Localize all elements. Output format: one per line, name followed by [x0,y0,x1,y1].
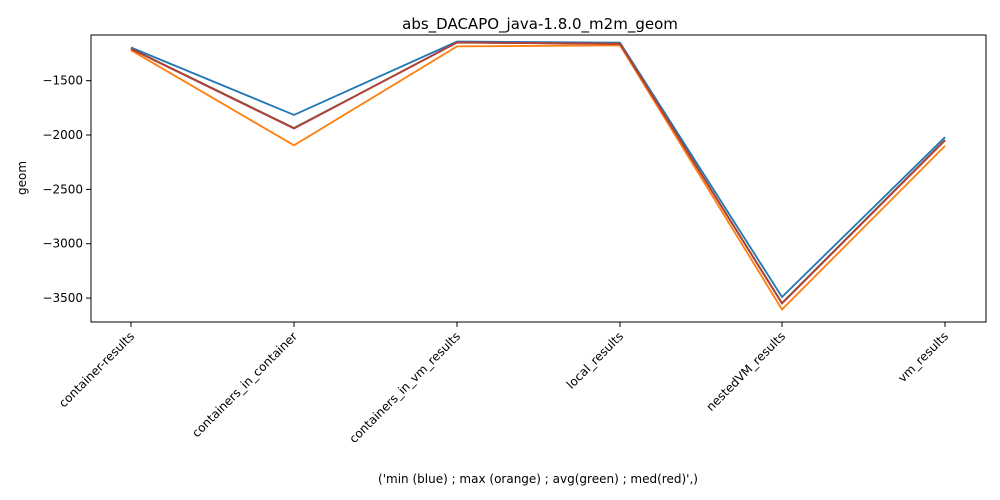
chart-title: abs_DACAPO_java-1.8.0_m2m_geom [402,15,678,34]
x-tick-label: vm_results [895,329,951,385]
y-tick-label: −2500 [42,182,83,196]
x-tick-label: nestedVM_results [703,329,788,414]
series-line-1 [130,40,946,299]
x-tick-label: local_results [564,329,626,391]
series-line-2 [130,44,946,311]
series-line-3 [130,41,946,305]
y-tick-label: −3000 [42,237,83,251]
series-lines [130,40,946,311]
y-axis-label: geom [15,161,29,195]
x-tick-label: containers_in_container [189,329,300,440]
y-tick-label: −1500 [42,74,83,88]
series-line-5 [130,41,946,305]
x-tick-label: containers_in_vm_results [346,329,463,446]
x-axis: container-results containers_in_container… [56,322,951,446]
series-line-4 [130,41,946,305]
y-tick-label: −3500 [42,291,83,305]
x-axis-label: ('min (blue) ; max (orange) ; avg(green)… [378,472,698,486]
y-axis: −1500 −2000 −2500 −3000 −3500 [42,74,91,305]
x-tick-label: container-results [56,329,137,410]
plot-area-frame [90,34,987,323]
y-tick-label: −2000 [42,128,83,142]
